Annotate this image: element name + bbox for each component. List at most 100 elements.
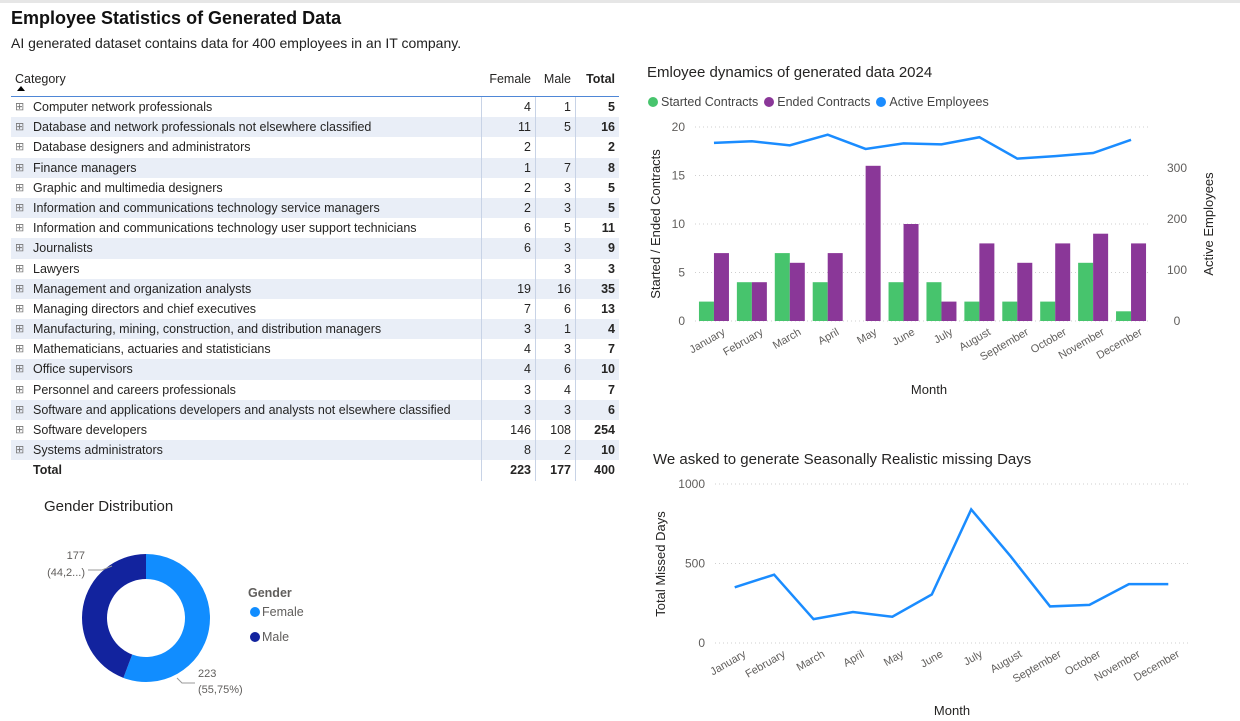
row-female [481, 258, 535, 279]
x-tick-label: July [932, 326, 955, 346]
y-tick-label: 20 [672, 120, 686, 134]
category-matrix-table: Category Female Male Total ⊞ Computer net… [11, 68, 619, 481]
x-tick-label: May [855, 326, 879, 347]
row-female: 6 [481, 238, 535, 259]
legend-item-started[interactable]: Started Contracts [648, 95, 758, 109]
total-label: Total [33, 463, 62, 478]
bar-started [1002, 301, 1018, 321]
row-total: 9 [575, 238, 619, 259]
row-total: 35 [575, 278, 619, 299]
row-male: 6 [535, 359, 575, 380]
expand-plus-icon[interactable]: ⊞ [15, 444, 25, 457]
expand-plus-icon[interactable]: ⊞ [15, 121, 25, 134]
table-row[interactable]: ⊞ Computer network professionals 4 1 5 [11, 97, 619, 118]
expand-plus-icon[interactable]: ⊞ [15, 181, 25, 194]
table-row[interactable]: ⊞ Database designers and administrators 2 2 [11, 137, 619, 158]
bar-ended [903, 224, 919, 321]
table-row[interactable]: ⊞ Software and applications developers an… [11, 399, 619, 420]
expand-plus-icon[interactable]: ⊞ [15, 141, 25, 154]
expand-plus-icon[interactable]: ⊞ [15, 323, 25, 336]
row-total: 16 [575, 117, 619, 138]
column-header-category[interactable]: Category [15, 72, 66, 86]
legend-item-active[interactable]: Active Employees [876, 95, 989, 109]
column-header-female[interactable]: Female [489, 72, 531, 86]
bar-ended [789, 262, 805, 321]
row-male: 3 [535, 258, 575, 279]
y-tick-label: 5 [678, 266, 685, 280]
column-header-total[interactable]: Total [586, 72, 615, 86]
row-female: 3 [481, 399, 535, 420]
table-row[interactable]: ⊞ Database and network professionals not … [11, 117, 619, 138]
expand-plus-icon[interactable]: ⊞ [15, 403, 25, 416]
y-axis-label: Started / Ended Contracts [648, 149, 663, 299]
donut-slice-female [123, 554, 210, 682]
bar-ended [1093, 233, 1109, 321]
table-row[interactable]: ⊞ Lawyers 3 3 [11, 258, 619, 279]
table-row[interactable]: ⊞ Management and organization analysts 19 1… [11, 278, 619, 299]
expand-plus-icon[interactable]: ⊞ [15, 201, 25, 214]
expand-plus-icon[interactable]: ⊞ [15, 242, 25, 255]
x-tick-label: February [721, 326, 766, 359]
row-total: 254 [575, 420, 619, 441]
row-category: Software developers [33, 423, 147, 437]
expand-plus-icon[interactable]: ⊞ [15, 424, 25, 436]
row-male: 3 [535, 399, 575, 420]
legend-label-ended: Ended Contracts [777, 95, 871, 109]
gender-donut-chart: 223 (55,75%) 177 (44,2...) Gender Female Male [47, 550, 304, 696]
expand-plus-icon[interactable]: ⊞ [15, 222, 25, 235]
table-row[interactable]: ⊞ Finance managers 1 7 8 [11, 157, 619, 178]
expand-plus-icon[interactable]: ⊞ [15, 363, 25, 376]
table-row[interactable]: ⊞ Office supervisors 4 6 10 [11, 359, 619, 380]
row-female: 11 [481, 117, 535, 138]
x-tick-label: January [688, 326, 728, 356]
column-header-male[interactable]: Male [543, 72, 571, 86]
bar-started [812, 282, 828, 321]
table-row[interactable]: ⊞ Manufacturing, mining, construction, an… [11, 319, 619, 340]
table-row[interactable]: ⊞ Personnel and careers professionals 3 4 7 [11, 379, 619, 400]
row-category: Office supervisors [33, 362, 133, 377]
expand-plus-icon[interactable]: ⊞ [15, 262, 25, 275]
total-female: 223 [481, 460, 535, 481]
data-label-male-value: 177 [67, 550, 85, 562]
y2-tick-label: 0 [1174, 314, 1181, 328]
row-male: 1 [535, 97, 575, 118]
line-active-employees [713, 133, 1132, 160]
total-male: 177 [535, 460, 575, 481]
bar-ended [827, 253, 843, 321]
expand-plus-icon[interactable]: ⊞ [15, 383, 25, 396]
legend-item-ended[interactable]: Ended Contracts [764, 95, 870, 109]
bar-ended [713, 253, 729, 321]
table-row[interactable]: ⊞ Information and communications technolo… [11, 197, 619, 219]
row-category: Lawyers [33, 261, 80, 276]
row-male: 7 [535, 157, 575, 178]
expand-plus-icon[interactable]: ⊞ [15, 282, 25, 295]
y2-tick-label: 300 [1167, 161, 1187, 175]
row-female: 4 [481, 339, 535, 360]
legend-dot-ended-icon [764, 97, 775, 107]
bar-ended [1017, 262, 1033, 321]
expand-plus-icon[interactable]: ⊞ [15, 343, 25, 356]
table-row[interactable]: ⊞ Software developers 146 108 254 [11, 420, 619, 441]
table-row[interactable]: ⊞ Managing directors and chief executives… [11, 298, 619, 320]
table-row[interactable]: ⊞ Journalists 6 3 9 [11, 238, 619, 259]
expand-plus-icon[interactable]: ⊞ [15, 161, 25, 174]
row-total: 8 [575, 157, 619, 178]
table-row[interactable]: ⊞ Graphic and multimedia designers 2 3 5 [11, 177, 619, 198]
expand-plus-icon[interactable]: ⊞ [15, 302, 25, 315]
table-total-row: Total 223 177 400 [11, 460, 619, 481]
data-label-female-value: 223 [198, 668, 216, 680]
row-male: 1 [535, 319, 575, 340]
table-row[interactable]: ⊞ Systems administrators 8 2 10 [11, 440, 619, 461]
sort-ascending-icon[interactable] [17, 86, 25, 91]
expand-plus-icon[interactable]: ⊞ [15, 101, 25, 113]
row-male: 3 [535, 177, 575, 198]
row-total: 3 [575, 258, 619, 279]
row-female: 19 [481, 278, 535, 299]
row-category: Database and network professionals not e… [33, 120, 372, 135]
bar-started [926, 282, 942, 321]
table-row[interactable]: ⊞ Information and communications technolo… [11, 218, 619, 239]
table-row[interactable]: ⊞ Mathematicians, actuaries and statistic… [11, 339, 619, 360]
data-label-female-pct: (55,75%) [198, 684, 243, 696]
x-tick-label: July [962, 648, 985, 668]
